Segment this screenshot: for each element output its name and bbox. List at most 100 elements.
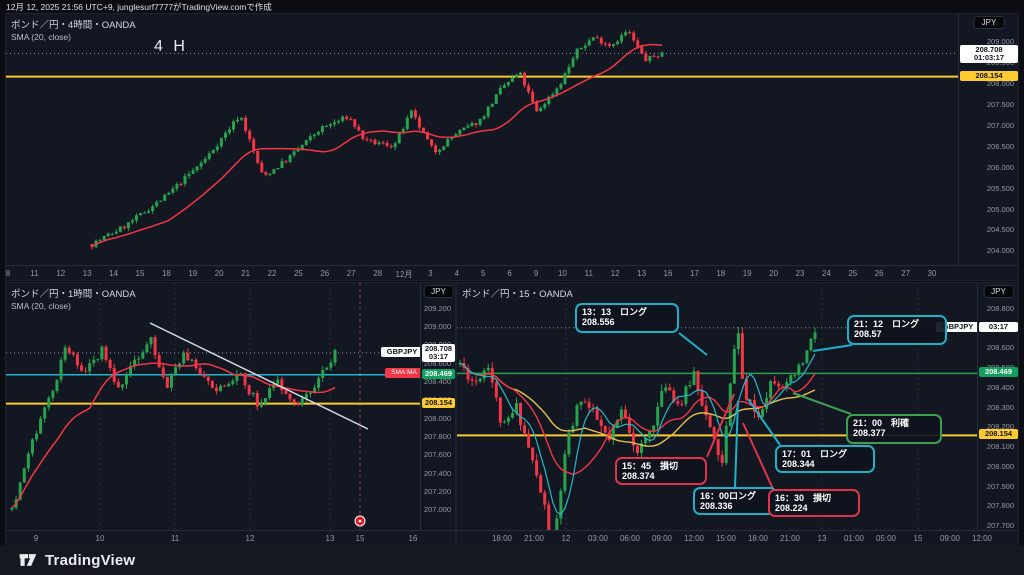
trade-note-line2: 208.344 bbox=[782, 459, 815, 469]
price-tick-label: 207.000 bbox=[423, 505, 451, 515]
time-tick-label: 03:00 bbox=[587, 534, 609, 543]
price-tick-label: 207.600 bbox=[423, 450, 451, 460]
time-tick-label: 9 bbox=[33, 534, 39, 543]
time-tick-label: 10 bbox=[557, 269, 567, 278]
footer-bar: TradingView bbox=[0, 545, 1024, 575]
time-tick-label: 9 bbox=[533, 269, 539, 278]
price-tick-label: 206.000 bbox=[986, 162, 1014, 172]
trade-note-box[interactable]: 16：00ロング 208.336 bbox=[693, 487, 777, 515]
time-tick-label: 18:00 bbox=[747, 534, 769, 543]
price-tick-label: 204.500 bbox=[986, 225, 1014, 235]
time-tick-label: 14 bbox=[109, 269, 119, 278]
price-tick-label: 207.700 bbox=[986, 520, 1014, 530]
time-axis-4h[interactable]: 8 11 12 13 14 15 18 19 20 21 22 25 26 27 28 12月 3 4 5 6 9 10 1… bbox=[6, 265, 1018, 280]
trade-note-line1: 17：01 ロング bbox=[782, 449, 848, 459]
time-axis-1h[interactable]: 9 10 11 12 13 15 16 bbox=[6, 530, 455, 545]
time-tick-label: 25 bbox=[293, 269, 303, 278]
price-axis-label: 208.469 bbox=[422, 368, 455, 379]
chart-plot-1h[interactable]: GBPJPY SMA:MA bbox=[6, 283, 420, 530]
time-tick-label: 12 bbox=[561, 534, 571, 543]
price-tick-label: 207.000 bbox=[986, 120, 1014, 130]
time-tick-label: 11 bbox=[170, 534, 180, 543]
price-tick-label: 208.200 bbox=[986, 422, 1014, 432]
time-tick-label: 15 bbox=[355, 534, 365, 543]
price-tick-label: 208.000 bbox=[423, 413, 451, 423]
price-tick-label: 208.400 bbox=[986, 382, 1014, 392]
trade-note-line1: 13：13 ロング bbox=[582, 307, 648, 317]
price-tick-label: 206.500 bbox=[986, 141, 1014, 151]
price-axis-label: 208.708 03:17 bbox=[422, 344, 455, 363]
tradingview-logo[interactable] bbox=[18, 550, 38, 570]
chart-canvas bbox=[6, 29, 958, 250]
price-axis-15m[interactable]: JPY 208.800208.700208.600208.500208.4002… bbox=[977, 283, 1018, 530]
price-axis-label: 208.154 bbox=[422, 397, 455, 408]
time-tick-label: 12:00 bbox=[683, 534, 705, 543]
trade-note-box[interactable]: 21：00 利確 208.377 bbox=[846, 414, 942, 444]
time-tick-label: 23 bbox=[795, 269, 805, 278]
time-tick-label: 19 bbox=[188, 269, 198, 278]
time-tick-label: 12 bbox=[56, 269, 66, 278]
time-tick-label: 18:00 bbox=[491, 534, 513, 543]
currency-axis-button[interactable]: JPY bbox=[973, 16, 1005, 29]
chart-plot-4h[interactable] bbox=[6, 14, 958, 265]
time-tick-label: 16 bbox=[408, 534, 418, 543]
price-tick-label: 208.000 bbox=[986, 79, 1014, 89]
time-tick-label: 26 bbox=[874, 269, 884, 278]
time-tick-label: 13 bbox=[637, 269, 647, 278]
time-tick-label: 13 bbox=[817, 534, 827, 543]
time-tick-label: 19 bbox=[742, 269, 752, 278]
time-tick-label: 15:00 bbox=[715, 534, 737, 543]
time-tick-label: 06:00 bbox=[619, 534, 641, 543]
price-axis-1h[interactable]: JPY 209.200209.000208.800208.600208.4002… bbox=[420, 283, 455, 530]
chart-plot-15m[interactable]: 13：13 ロング 208.556 21：12 ロング 208.57 21：00 利確 2… bbox=[457, 283, 977, 530]
trade-note-box[interactable]: 21：12 ロング 208.57 bbox=[847, 315, 947, 345]
trade-note-box[interactable]: 17：01 ロング 208.344 bbox=[775, 445, 875, 473]
time-tick-label: 15 bbox=[135, 269, 145, 278]
chart-canvas bbox=[457, 283, 977, 530]
trade-note-line2: 208.224 bbox=[775, 503, 808, 513]
time-tick-label: 21:00 bbox=[779, 534, 801, 543]
price-tick-label: 208.600 bbox=[423, 358, 451, 368]
time-tick-label: 12月 bbox=[395, 270, 413, 279]
price-tick-label: 205.000 bbox=[986, 204, 1014, 214]
currency-axis-button[interactable]: JPY bbox=[423, 285, 454, 298]
chart-panel-4h: JPY 209.000208.500208.000207.500207.0002… bbox=[5, 13, 1019, 281]
price-tick-label: 207.200 bbox=[423, 487, 451, 497]
time-tick-label: 4 bbox=[454, 269, 460, 278]
time-tick-label: 20 bbox=[769, 269, 779, 278]
time-tick-label: 15 bbox=[913, 534, 923, 543]
trade-note-box[interactable]: 15：45 損切 208.374 bbox=[615, 457, 707, 485]
price-tick-label: 209.000 bbox=[423, 322, 451, 332]
time-tick-label: 09:00 bbox=[939, 534, 961, 543]
price-line-label: GBPJPY bbox=[936, 321, 977, 332]
time-tick-label: 6 bbox=[507, 269, 512, 278]
time-tick-label: 20 bbox=[214, 269, 224, 278]
time-tick-label: 11 bbox=[30, 269, 39, 278]
price-tick-label: 207.800 bbox=[423, 432, 451, 442]
price-axis-4h[interactable]: JPY 209.000208.500208.000207.500207.0002… bbox=[958, 14, 1018, 265]
timeframe-watermark: 4 H bbox=[154, 38, 188, 55]
chart-canvas bbox=[6, 283, 420, 530]
trade-note-line1: 16：00ロング bbox=[700, 491, 757, 501]
price-axis-label: 208.154 bbox=[960, 70, 1018, 81]
time-axis-15m[interactable]: 18:00 21:00 12 03:00 06:00 09:00 12:00 15:00 18:… bbox=[457, 530, 1018, 545]
price-tick-label: 208.800 bbox=[986, 304, 1014, 314]
trade-note-line1: 16：30 損切 bbox=[775, 493, 832, 503]
price-tick-label: 205.500 bbox=[986, 183, 1014, 193]
trade-note-box[interactable]: 13：13 ロング 208.556 bbox=[575, 303, 679, 333]
price-tick-label: 207.500 bbox=[986, 99, 1014, 109]
trade-note-line1: 21：00 利確 bbox=[853, 418, 910, 428]
currency-axis-button[interactable]: JPY bbox=[983, 285, 1014, 298]
price-tick-label: 207.400 bbox=[423, 468, 451, 478]
time-tick-label: 01:00 bbox=[843, 534, 865, 543]
trade-note-box[interactable]: 16：30 損切 208.224 bbox=[768, 489, 860, 517]
price-line-label: SMA:MA bbox=[385, 368, 420, 378]
time-tick-label: 8 bbox=[6, 269, 11, 278]
time-tick-label: 30 bbox=[927, 269, 937, 278]
trade-note-line2: 208.556 bbox=[582, 317, 615, 327]
chart-panel-15m: 13：13 ロング 208.556 21：12 ロング 208.57 21：00 利確 2… bbox=[456, 282, 1019, 546]
time-tick-label: 28 bbox=[373, 269, 383, 278]
time-tick-label: 27 bbox=[901, 269, 911, 278]
